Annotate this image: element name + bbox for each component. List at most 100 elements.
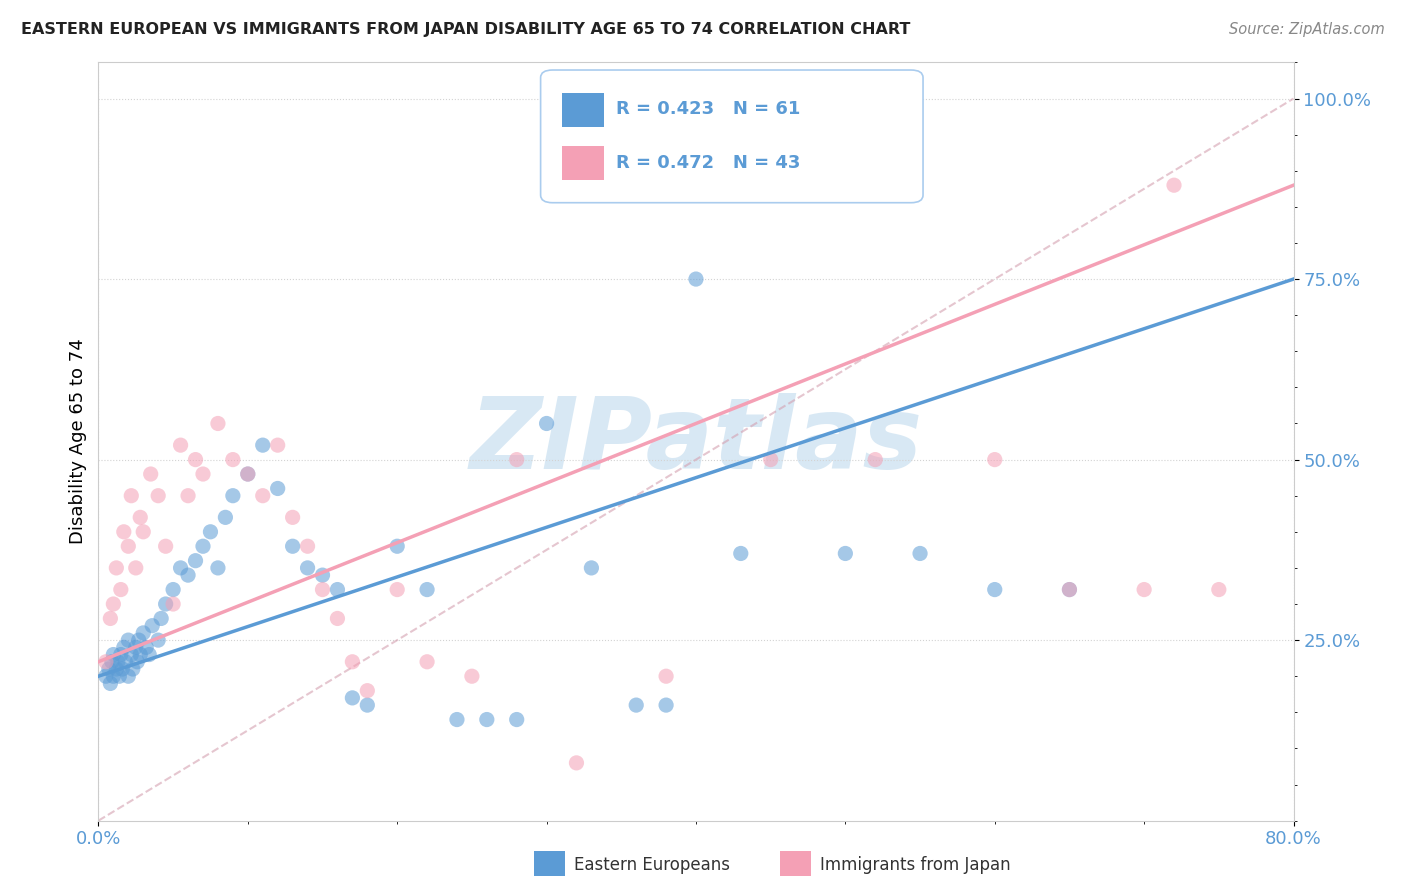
Point — [446, 713, 468, 727]
Point — [281, 510, 304, 524]
Point — [297, 539, 319, 553]
Point — [311, 582, 333, 597]
Point — [356, 698, 378, 712]
Point — [169, 438, 191, 452]
Point — [984, 452, 1007, 467]
Point — [112, 640, 135, 655]
Point — [581, 561, 603, 575]
Point — [177, 568, 200, 582]
Point — [129, 648, 152, 662]
Point — [150, 611, 173, 625]
Point — [200, 524, 222, 539]
Point — [685, 272, 707, 286]
Point — [101, 655, 124, 669]
Point — [461, 669, 484, 683]
Point — [184, 554, 207, 568]
Point — [162, 582, 184, 597]
Point — [565, 756, 588, 770]
Point — [356, 683, 378, 698]
Point — [162, 597, 184, 611]
Point — [506, 713, 529, 727]
Point — [98, 676, 122, 690]
Point — [177, 489, 200, 503]
Point — [97, 662, 120, 676]
Point — [127, 655, 149, 669]
Point — [1163, 178, 1185, 193]
Point — [385, 539, 409, 553]
Point — [169, 561, 191, 575]
Point — [114, 655, 136, 669]
Point — [191, 467, 214, 481]
Point — [475, 713, 498, 727]
Point — [252, 438, 274, 452]
Point — [94, 669, 117, 683]
Point — [655, 669, 678, 683]
Point — [236, 467, 259, 481]
Point — [141, 618, 163, 632]
Point — [191, 539, 214, 553]
Text: EASTERN EUROPEAN VS IMMIGRANTS FROM JAPAN DISABILITY AGE 65 TO 74 CORRELATION CH: EASTERN EUROPEAN VS IMMIGRANTS FROM JAPA… — [21, 22, 911, 37]
Point — [865, 452, 887, 467]
Point — [267, 482, 290, 496]
Point — [107, 655, 129, 669]
Point — [297, 561, 319, 575]
Point — [138, 648, 160, 662]
Point — [214, 510, 236, 524]
Point — [326, 611, 349, 625]
Point — [385, 582, 409, 597]
FancyBboxPatch shape — [562, 93, 605, 127]
Point — [184, 452, 207, 467]
Point — [1059, 582, 1081, 597]
Point — [105, 561, 128, 575]
Point — [207, 561, 229, 575]
Point — [120, 648, 142, 662]
Point — [135, 640, 157, 655]
Point — [730, 546, 752, 560]
Point — [108, 669, 131, 683]
Point — [155, 539, 177, 553]
Point — [117, 633, 139, 648]
Point — [125, 561, 148, 575]
Point — [132, 524, 155, 539]
Point — [98, 611, 122, 625]
Point — [105, 662, 128, 676]
Text: R = 0.423   N = 61: R = 0.423 N = 61 — [616, 101, 800, 119]
Point — [984, 582, 1007, 597]
FancyBboxPatch shape — [562, 145, 605, 180]
Point — [103, 648, 125, 662]
Point — [342, 655, 364, 669]
Point — [120, 489, 142, 503]
Point — [207, 417, 229, 431]
Point — [139, 467, 162, 481]
Point — [252, 489, 274, 503]
Text: Source: ZipAtlas.com: Source: ZipAtlas.com — [1229, 22, 1385, 37]
Point — [148, 633, 170, 648]
Point — [236, 467, 259, 481]
Point — [111, 662, 134, 676]
Point — [222, 489, 245, 503]
Point — [267, 438, 290, 452]
Point — [342, 690, 364, 705]
Point — [536, 417, 558, 431]
Point — [132, 626, 155, 640]
Text: R = 0.472   N = 43: R = 0.472 N = 43 — [616, 153, 800, 171]
Point — [326, 582, 349, 597]
Point — [759, 452, 782, 467]
Point — [129, 510, 152, 524]
FancyBboxPatch shape — [541, 70, 922, 202]
Point — [155, 597, 177, 611]
Point — [908, 546, 931, 560]
Point — [117, 669, 139, 683]
Point — [128, 633, 150, 648]
Point — [655, 698, 678, 712]
Point — [506, 452, 529, 467]
Point — [103, 669, 125, 683]
Point — [103, 597, 125, 611]
Point — [626, 698, 648, 712]
Point — [1133, 582, 1156, 597]
Point — [110, 582, 132, 597]
Text: Eastern Europeans: Eastern Europeans — [574, 856, 730, 874]
Point — [416, 582, 439, 597]
Point — [117, 539, 139, 553]
Point — [110, 648, 132, 662]
